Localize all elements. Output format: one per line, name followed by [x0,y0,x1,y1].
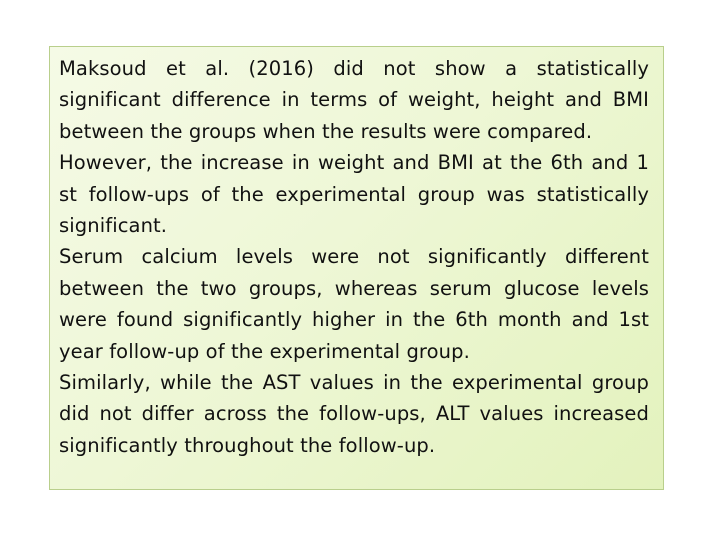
paragraph-2: However, the increase in weight and BMI … [59,151,649,238]
text-box: Maksoud et al. (2016) did not show a sta… [49,46,664,490]
paragraph-4: Similarly, while the AST values in the e… [59,371,649,457]
paragraph-3: Serum calcium levels were not significan… [59,245,649,363]
paragraph-1: Maksoud et al. (2016) did not show a sta… [59,57,649,143]
